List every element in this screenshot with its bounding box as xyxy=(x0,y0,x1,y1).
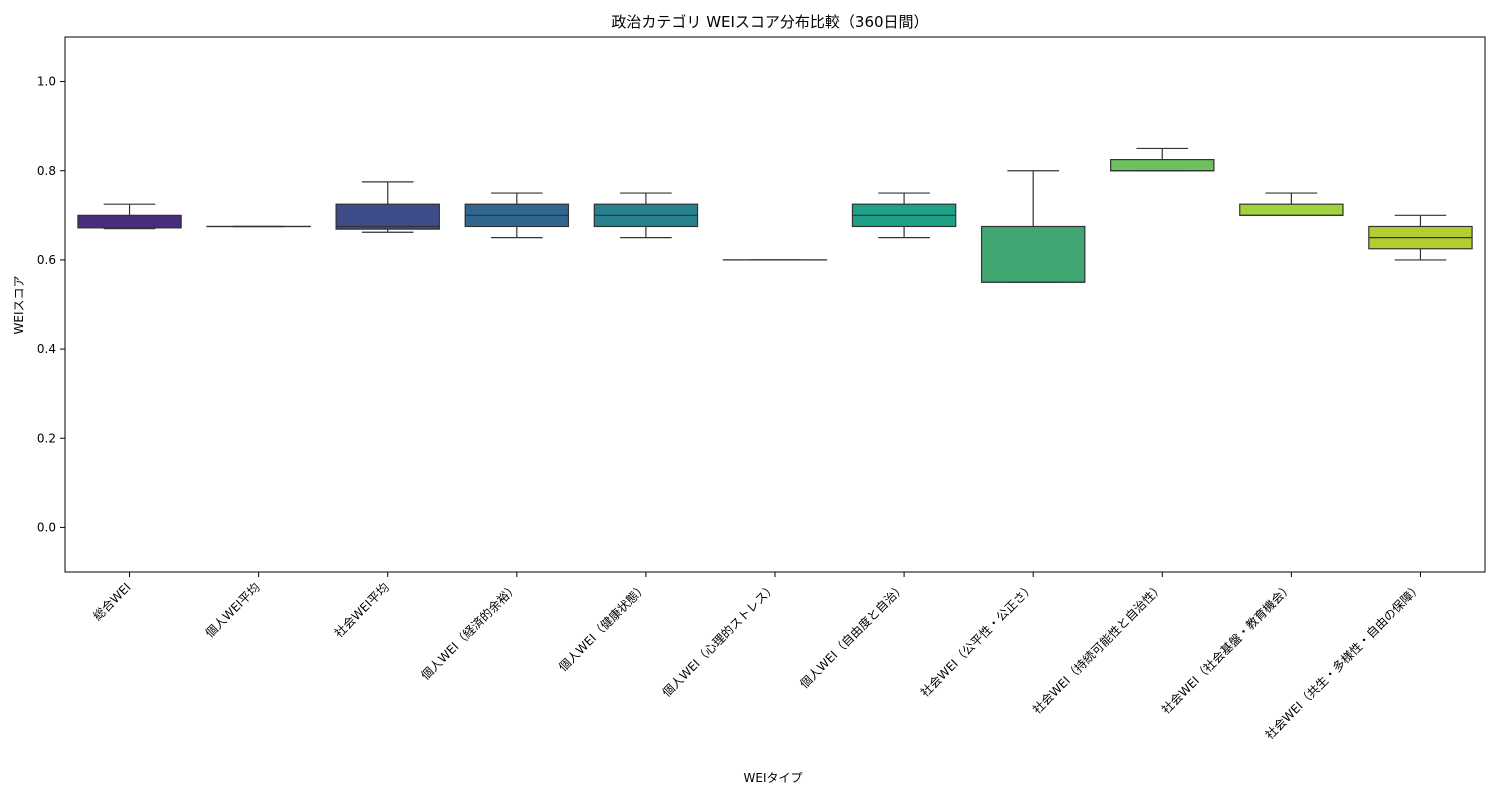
x-tick-label: 個人WEI（心理的ストレス） xyxy=(659,580,779,700)
box xyxy=(980,225,1086,283)
x-tick-label: 個人WEI（経済的余裕） xyxy=(418,580,521,683)
x-axis-label: WEIタイプ xyxy=(744,771,803,785)
y-tick-label: 1.0 xyxy=(37,75,56,89)
x-tick-label: 個人WEI平均 xyxy=(203,580,263,640)
x-tick-label: 社会WEI（社会基盤・教育機会） xyxy=(1158,580,1295,717)
x-tick-label: 社会WEI（持続可能性と自治性） xyxy=(1029,580,1166,717)
x-tick-label: 個人WEI（健康状態） xyxy=(555,580,650,675)
y-tick-label: 0.0 xyxy=(37,520,56,534)
y-tick-label: 0.2 xyxy=(37,431,56,445)
x-tick-label: 総合WEI xyxy=(90,580,134,624)
y-axis-label: WEIスコア xyxy=(12,276,26,335)
box xyxy=(1110,159,1215,172)
y-tick-label: 0.6 xyxy=(37,253,56,267)
x-tick-label: 社会WEI（公平性・公正さ） xyxy=(917,580,1037,700)
chart-title: 政治カテゴリ WEIスコア分布比較（360日間） xyxy=(611,13,928,31)
x-tick-label: 個人WEI（自由度と自治） xyxy=(796,580,908,692)
y-tick-label: 0.4 xyxy=(37,342,56,356)
y-tick-label: 0.8 xyxy=(37,164,56,178)
plot-frame xyxy=(64,36,1486,573)
box xyxy=(335,203,440,230)
x-tick-label: 社会WEI（共生・多様性・自由の保障） xyxy=(1262,580,1425,743)
box xyxy=(77,214,182,229)
box xyxy=(1239,203,1344,216)
x-tick-label: 社会WEI平均 xyxy=(331,580,392,641)
